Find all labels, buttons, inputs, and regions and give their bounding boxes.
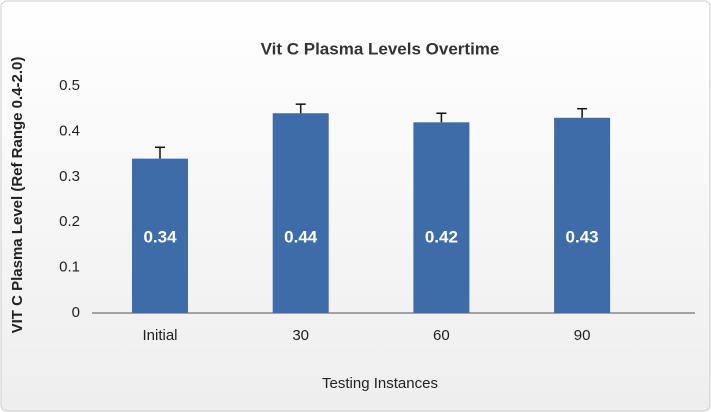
y-tick-label: 0.1 [59, 259, 80, 276]
data-label: 0.42 [425, 227, 458, 246]
data-label: 0.43 [566, 227, 599, 246]
bar [413, 122, 470, 313]
chart-title: Vit C Plasma Levels Overtime [261, 39, 500, 58]
bar [554, 117, 611, 313]
x-tick-label: 60 [433, 327, 450, 344]
y-tick-label: 0 [72, 304, 80, 321]
y-tick-label: 0.5 [59, 77, 80, 94]
y-tick-label: 0.2 [59, 213, 80, 230]
y-tick-label: 0.3 [59, 168, 80, 185]
x-tick-label: 90 [574, 327, 591, 344]
y-axis-title: VIT C Plasma Level (Ref Range 0.4-2.0) [9, 57, 26, 334]
y-tick-label: 0.4 [59, 122, 80, 139]
bar [272, 113, 329, 314]
x-axis-title: Testing Instances [322, 375, 438, 392]
bar [132, 158, 188, 313]
x-tick-label: 30 [292, 327, 309, 344]
x-tick-label: Initial [142, 327, 177, 344]
data-label: 0.44 [284, 227, 318, 246]
data-label: 0.34 [143, 227, 177, 246]
